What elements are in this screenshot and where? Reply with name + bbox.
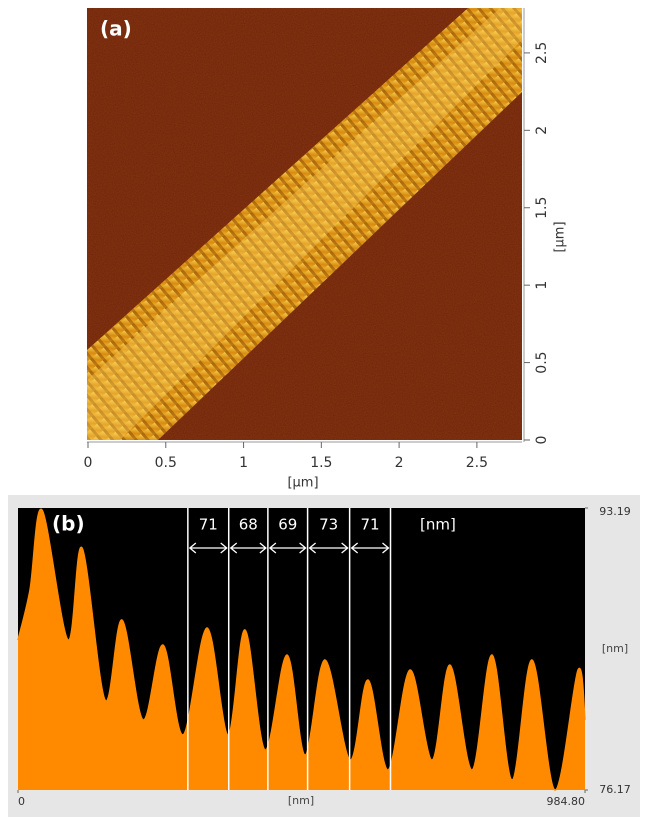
x-tick-label: 2 bbox=[395, 455, 404, 471]
y-tick-label: 1.5 bbox=[534, 197, 550, 219]
spacing-label: 73 bbox=[319, 516, 338, 534]
profile-line bbox=[17, 508, 586, 791]
y-axis-label: [nm] bbox=[602, 642, 628, 655]
panel-a-label: (a) bbox=[100, 17, 132, 41]
y-tick-label: 2 bbox=[534, 126, 550, 135]
fiber-band bbox=[87, 8, 522, 440]
spacing-label: 71 bbox=[361, 516, 380, 534]
y-tick-label: 2.5 bbox=[534, 42, 550, 64]
spacing-arrow bbox=[268, 542, 307, 554]
spacing-label: 71 bbox=[199, 516, 218, 534]
spacing-label: 69 bbox=[278, 516, 297, 534]
y-tick-label: 93.19 bbox=[599, 505, 631, 518]
y-tick-label: 1 bbox=[534, 281, 550, 290]
x-tick-label: 0.5 bbox=[155, 455, 177, 471]
x-tick-label: 0 bbox=[84, 455, 93, 471]
spacing-arrow bbox=[229, 542, 267, 554]
x-axis-label: [nm] bbox=[288, 794, 314, 807]
spacing-arrow bbox=[188, 542, 228, 554]
spacing-label: 68 bbox=[239, 516, 258, 534]
y-axis-label: [µm] bbox=[553, 221, 568, 252]
x-tick-label: 1 bbox=[239, 455, 248, 471]
fiber-highlight bbox=[87, 8, 522, 440]
y-tick-label: 76.17 bbox=[599, 783, 631, 796]
y-tick-label: 0 bbox=[534, 436, 550, 445]
spacing-arrow bbox=[350, 542, 390, 554]
spacing-unit: [nm] bbox=[420, 516, 456, 534]
x-axis-label: [µm] bbox=[287, 476, 318, 491]
x-tick-label: 0 bbox=[18, 795, 25, 808]
panel-b-label: (b) bbox=[52, 512, 85, 536]
x-tick-label: 984.80 bbox=[547, 795, 586, 808]
profile-plot: 71 68 69 73 71 bbox=[17, 508, 586, 791]
spacing-arrow bbox=[308, 542, 349, 554]
x-tick-label: 2.5 bbox=[466, 455, 488, 471]
x-tick-label: 1.5 bbox=[310, 455, 332, 471]
y-tick-label: 0.5 bbox=[534, 351, 550, 373]
area-fill bbox=[18, 509, 585, 791]
